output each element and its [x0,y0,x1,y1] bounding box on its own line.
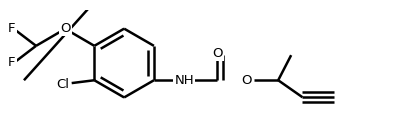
Text: NH: NH [175,74,194,87]
Text: O: O [212,47,223,60]
Text: O: O [60,22,71,35]
Text: Cl: Cl [56,78,69,91]
Text: F: F [8,22,15,35]
Text: O: O [242,74,252,87]
Text: F: F [8,56,15,69]
